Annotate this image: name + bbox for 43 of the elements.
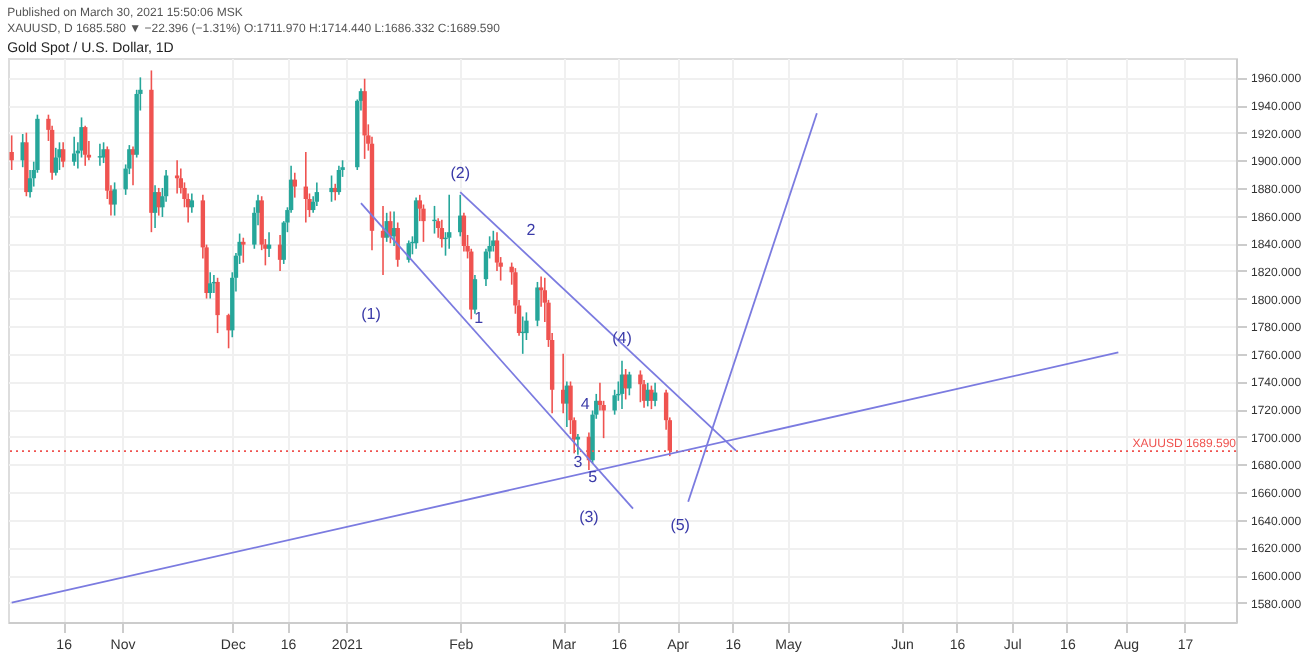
candlestick: [314, 181, 320, 207]
candlestick: [491, 229, 496, 253]
candlestick: [535, 281, 540, 327]
candlestick: [435, 217, 441, 239]
candlestick: [421, 203, 426, 243]
annotation: (2): [450, 164, 471, 183]
candlestick: [560, 353, 566, 415]
annotation: (5): [670, 515, 691, 534]
candlestick: [226, 312, 231, 350]
candlestick: [575, 433, 581, 456]
candlestick: [97, 142, 103, 167]
candlestick: [27, 169, 33, 199]
candlestick: [215, 276, 220, 334]
candlestick: [362, 77, 367, 160]
candlestick: [472, 274, 478, 315]
annotation: (1): [361, 305, 382, 324]
candlestick: [9, 134, 14, 171]
annotation: (3): [579, 507, 600, 526]
candlestick: [388, 210, 393, 245]
candlestick: [53, 147, 58, 177]
candlestick: [189, 192, 195, 214]
candlestick: [292, 171, 297, 199]
candlestick: [101, 141, 106, 164]
candlestick: [612, 388, 617, 416]
candlestick: [627, 370, 632, 397]
annotation: 1: [474, 309, 485, 328]
candlestick: [208, 271, 213, 300]
candlestick: [461, 212, 467, 253]
annotation: (4): [612, 328, 633, 347]
candlestick: [241, 236, 246, 264]
candlestick: [336, 165, 342, 196]
candlestick: [649, 384, 654, 410]
candlestick: [447, 194, 452, 250]
annotation: 3: [573, 453, 584, 472]
candlestick: [71, 135, 77, 167]
candlestick: [83, 124, 88, 167]
candlestick: [638, 369, 643, 404]
candlestick: [413, 196, 419, 250]
annotation: 4: [580, 394, 591, 413]
candlestick: [277, 234, 283, 272]
candlestick: [60, 141, 66, 169]
annotation: 2: [526, 221, 537, 240]
annotation: 5: [588, 468, 599, 487]
